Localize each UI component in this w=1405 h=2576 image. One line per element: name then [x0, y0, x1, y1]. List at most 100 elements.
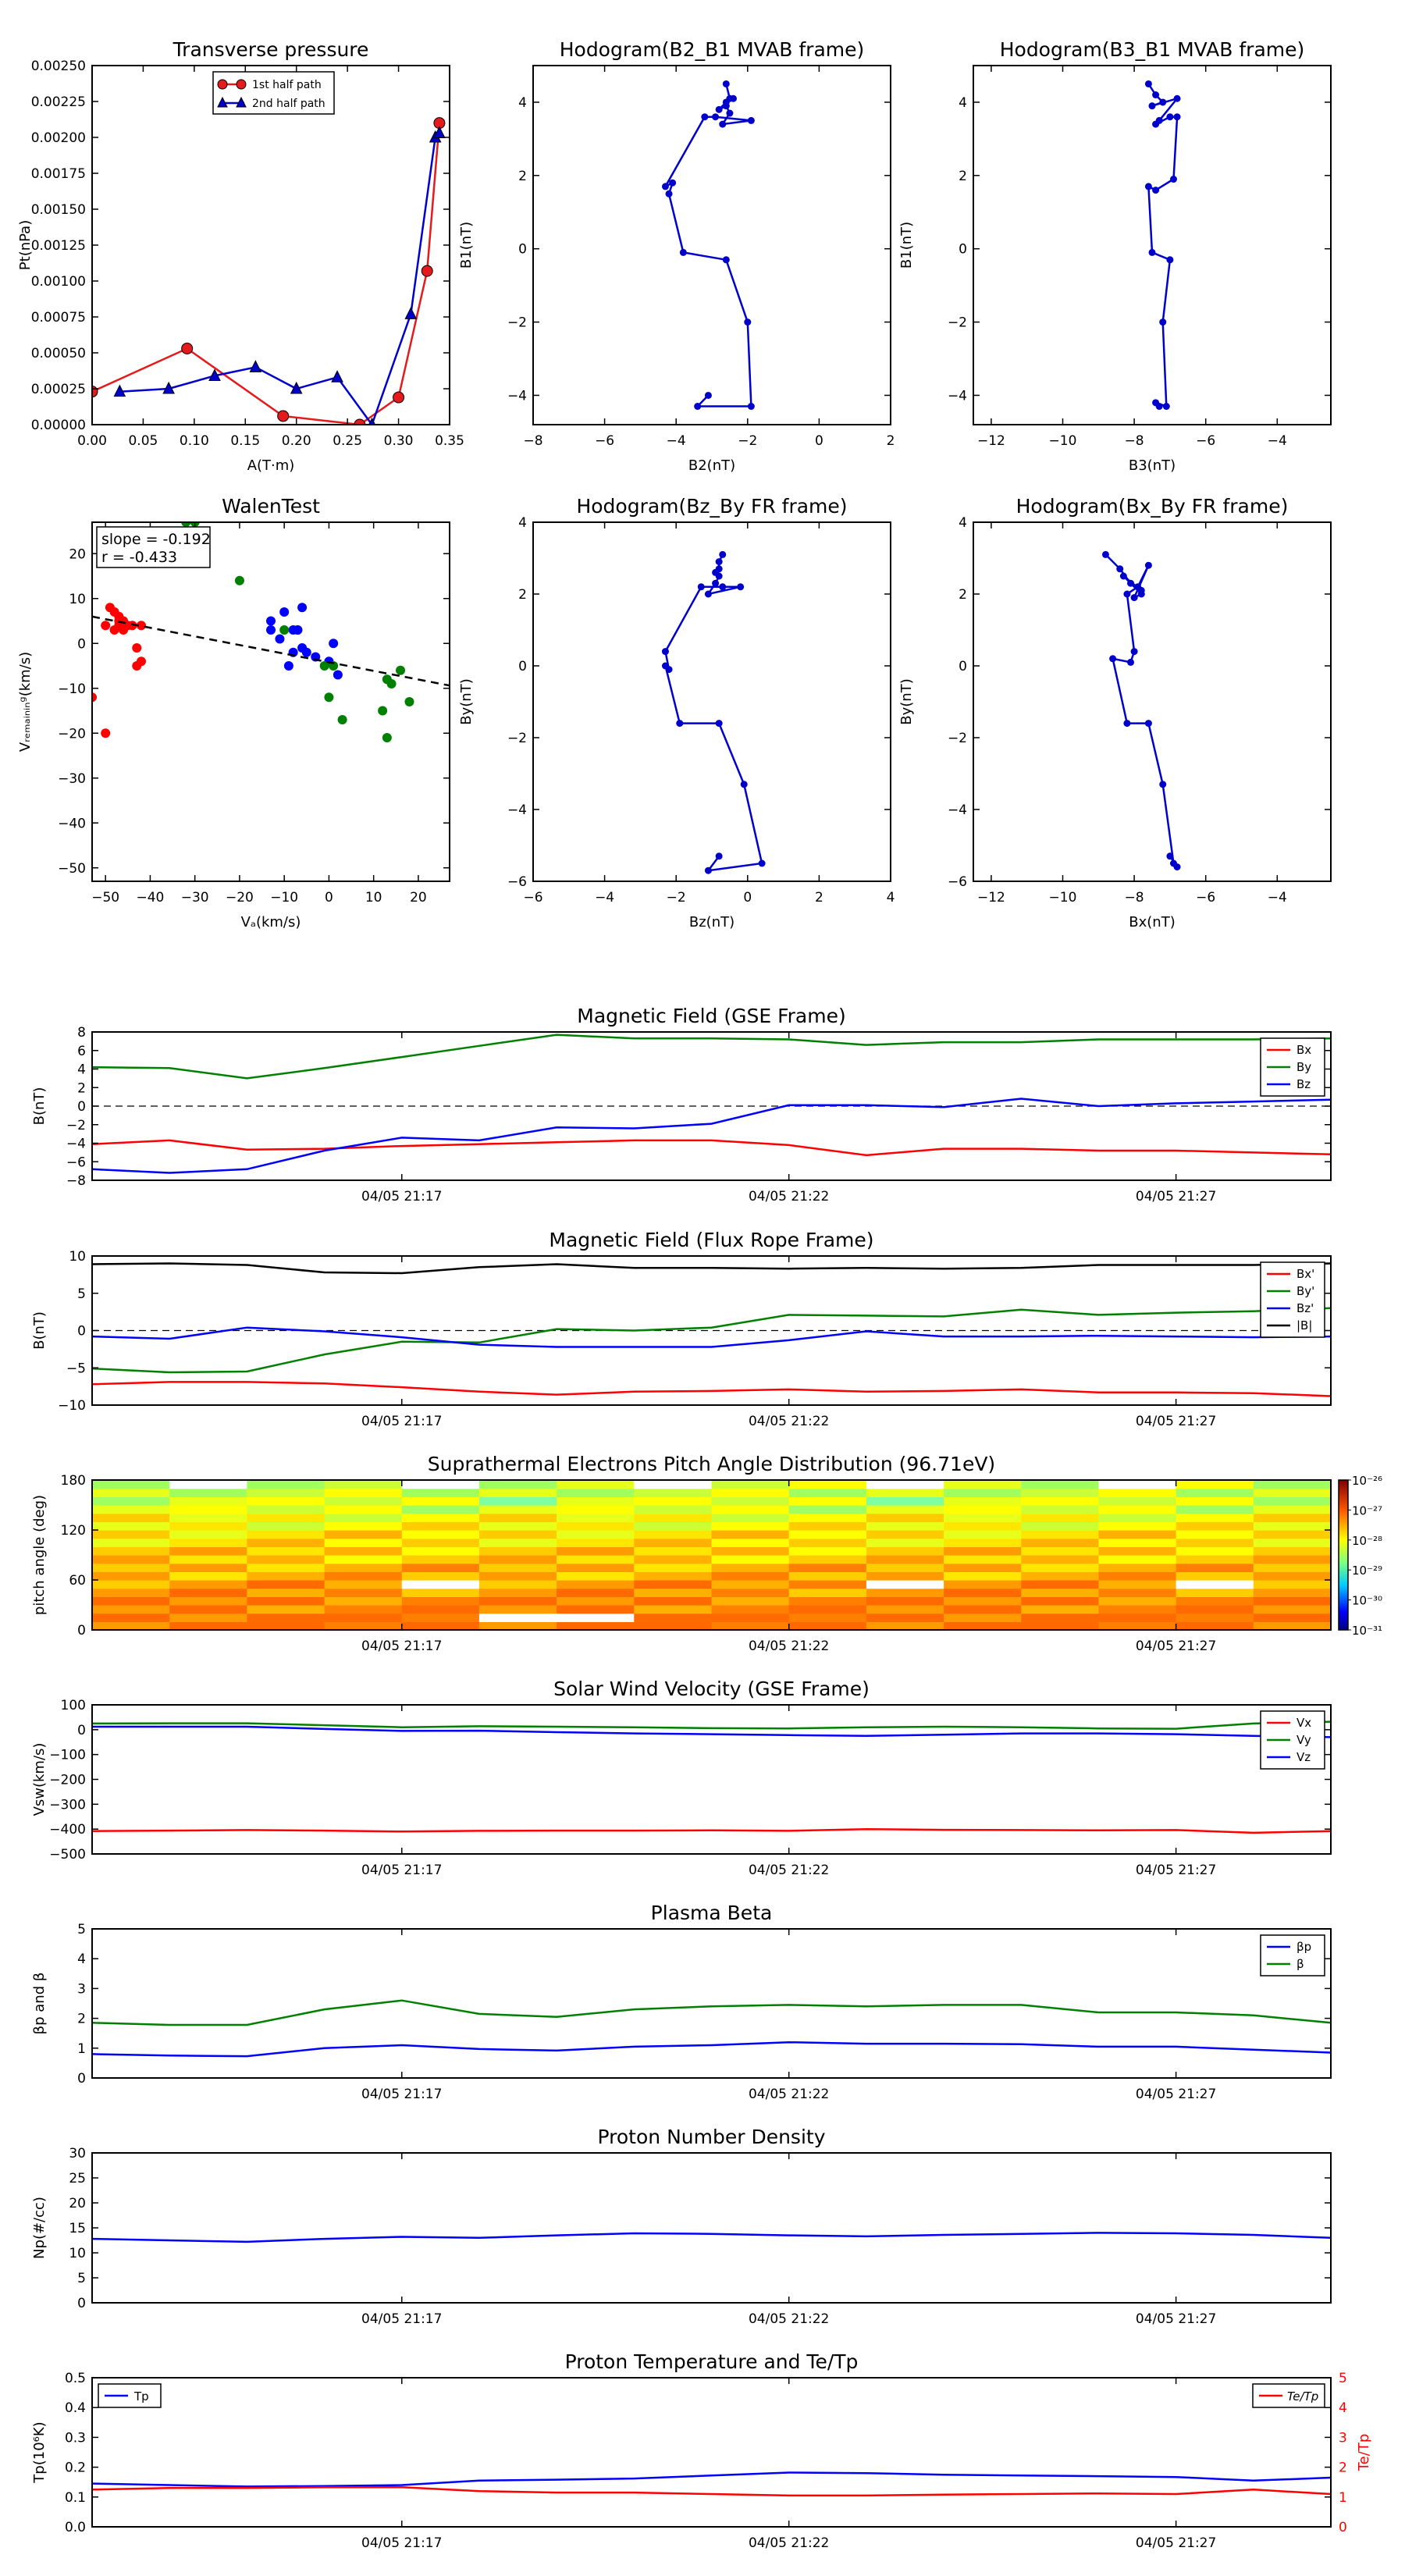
pad-cell	[401, 1538, 480, 1547]
h3-ytick-label: 2	[518, 587, 527, 603]
pad-cell	[169, 1621, 247, 1631]
tp-axes-frame	[91, 65, 450, 425]
h3-hodogram-line	[663, 553, 763, 872]
pad-cell	[557, 1555, 635, 1564]
pad-cell	[1176, 1513, 1254, 1522]
pad-cell	[557, 1563, 635, 1572]
pad-cell	[401, 1488, 480, 1497]
walen-ytick-label: −10	[58, 681, 86, 697]
pad-cell	[1098, 1605, 1177, 1614]
h2-hodogram-point	[1144, 183, 1152, 190]
pad-cell	[478, 1588, 557, 1597]
bfr-ytick-label: 0	[77, 1324, 86, 1340]
pad-cell	[247, 1580, 325, 1589]
walen-point-red	[132, 643, 142, 653]
chart-np: Proton Number Density 0 5 10 15 20 25 30 04/05 2…	[31, 2126, 1332, 2327]
h3-hodogram-point	[712, 579, 720, 587]
tp2-ytick-label: 0.4	[65, 2400, 86, 2416]
pad-cell	[401, 1546, 480, 1556]
walen-xtick-label: 20	[410, 890, 427, 906]
h1-xtick-label: 0	[815, 433, 823, 449]
pad-cell	[1176, 1538, 1254, 1547]
beta-title: Plasma Beta	[651, 1902, 773, 1924]
bgse-ytick-label: −4	[66, 1137, 86, 1152]
h1-hodogram-point	[747, 116, 755, 124]
h4-ylabel: By(nT)	[898, 678, 915, 724]
np-ytick-label: 25	[69, 2171, 86, 2186]
pad-cell	[324, 1588, 403, 1597]
pad-cell	[324, 1538, 403, 1547]
pad-cell	[557, 1621, 635, 1631]
h2-hodogram-point	[1148, 248, 1156, 256]
pad-colorbar-label: 10⁻²⁷	[1352, 1503, 1382, 1517]
walen-xtick-label: −50	[91, 890, 119, 906]
walen-r-text: r = -0.433	[101, 549, 177, 566]
pad-cell	[944, 1596, 1022, 1606]
pad-cell	[92, 1480, 170, 1489]
pad-cell	[788, 1605, 867, 1614]
tp2-legend-left-label: Tp	[133, 2389, 149, 2403]
bgse-series-1	[91, 1034, 1332, 1080]
pad-cell	[1176, 1546, 1254, 1556]
pad-cell	[711, 1530, 790, 1539]
pad-cell	[324, 1555, 403, 1564]
h1-hodogram-point	[694, 403, 702, 411]
bfr-legend-label: By'	[1297, 1284, 1314, 1298]
walen-ytick-label: 20	[69, 546, 86, 562]
pad-cell	[1098, 1521, 1177, 1531]
np-series-0	[91, 2232, 1332, 2243]
pad-cell	[1098, 1513, 1177, 1522]
tp-point-triangle	[113, 384, 126, 397]
pad-cell	[944, 1621, 1022, 1631]
pad-cell	[169, 1571, 247, 1581]
h2-hodogram-point	[1166, 113, 1174, 121]
h4-axes-frame	[973, 521, 1332, 882]
h4-xtick-label: −10	[1049, 890, 1077, 906]
tp2-ylabel: Tp(10⁶K)	[31, 2421, 48, 2483]
bgse-series-2	[91, 1098, 1332, 1174]
pad-cell	[1176, 1488, 1254, 1497]
tp-point-triangle	[290, 381, 303, 394]
walen-point-green	[337, 715, 347, 724]
walen-point-red	[136, 621, 146, 631]
pad-cell	[711, 1480, 790, 1489]
pad-cell	[788, 1538, 867, 1547]
h4-ytick-label: 0	[959, 659, 967, 674]
pad-cell	[944, 1530, 1022, 1539]
pad-cell	[247, 1588, 325, 1597]
pad-cell	[1176, 1605, 1254, 1614]
bfr-series-1	[91, 1307, 1332, 1374]
h1-ytick-label: 2	[518, 169, 527, 184]
pad-cell	[1098, 1488, 1177, 1497]
pad-cell	[401, 1563, 480, 1572]
pad-cell	[324, 1505, 403, 1514]
walen-point-blue	[293, 625, 303, 635]
pad-cell	[92, 1605, 170, 1614]
walen-point-blue	[283, 661, 293, 671]
tp-ytick-label: 0.00150	[31, 202, 86, 218]
pad-colorbar-label: 10⁻³⁰	[1352, 1594, 1382, 1608]
vsw-xtick-label: 04/05 21:17	[361, 1863, 442, 1878]
np-xtick-label: 04/05 21:22	[749, 2311, 829, 2327]
pad-cell	[1098, 1580, 1177, 1589]
pad-cell	[478, 1513, 557, 1522]
pad-cell	[1176, 1480, 1254, 1489]
pad-cell	[92, 1621, 170, 1631]
pad-cell	[866, 1505, 944, 1514]
pad-cell	[711, 1513, 790, 1522]
h4-hodogram-point	[1127, 579, 1135, 587]
tp-legend-label: 2nd half path	[252, 98, 325, 110]
np-ytick-label: 5	[77, 2271, 86, 2286]
tp-legend-marker	[217, 96, 228, 108]
pad-cell	[634, 1588, 713, 1597]
tp2-ytick-right-label: 3	[1339, 2430, 1347, 2446]
pad-cell	[1253, 1563, 1332, 1572]
tp-xtick-label: 0.35	[435, 433, 464, 449]
pad-cell	[866, 1563, 944, 1572]
pad-cell	[944, 1521, 1022, 1531]
pad-cell	[1021, 1538, 1100, 1547]
tp-ytick-label: 0.00050	[31, 346, 86, 361]
pad-cell	[711, 1496, 790, 1506]
h1-hodogram-point	[719, 120, 727, 128]
pad-cell	[401, 1480, 480, 1489]
